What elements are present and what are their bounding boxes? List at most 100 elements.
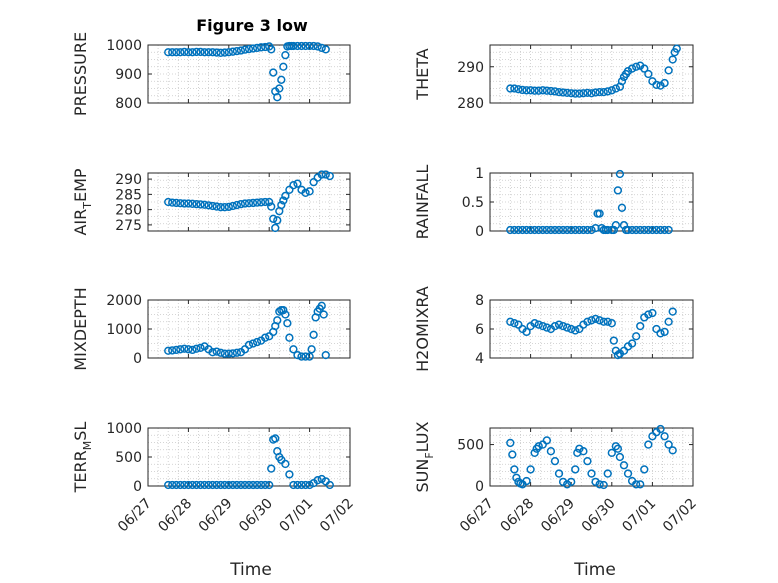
x-tick-label: 06/28 — [498, 496, 538, 536]
data-point — [244, 340, 254, 350]
data-point — [208, 48, 217, 57]
data-point — [648, 308, 657, 318]
data-point — [632, 332, 641, 341]
data-point — [277, 75, 286, 84]
y-axis-label: AIRTEMP — [71, 168, 94, 235]
subplot-4: 0 0.5 1 RAINFALL — [413, 165, 694, 240]
data-point — [212, 347, 221, 356]
data-point — [554, 87, 564, 97]
data-point — [623, 225, 633, 235]
data-point — [176, 199, 185, 208]
data-point — [599, 87, 608, 97]
data-point — [261, 197, 270, 207]
data-point — [644, 310, 653, 319]
data-point — [640, 225, 649, 235]
y-axis-label: PRESSURE — [71, 32, 90, 116]
y-tick-label: 0.5 — [462, 195, 484, 211]
data-point — [609, 336, 618, 345]
data-point — [558, 321, 568, 331]
data-point — [632, 480, 641, 489]
data-point — [180, 344, 189, 353]
data-point — [652, 225, 661, 235]
data-point — [188, 345, 197, 355]
data-point — [510, 84, 519, 93]
data-point — [248, 44, 258, 53]
x-tick-label: 06/28 — [155, 496, 195, 536]
data-point — [180, 47, 189, 57]
data-point — [538, 321, 547, 331]
data-point — [668, 446, 677, 455]
data-point — [571, 225, 580, 235]
data-point — [660, 432, 669, 441]
data-point — [510, 465, 519, 474]
data-point — [240, 480, 250, 490]
data-point — [220, 349, 229, 358]
data-point — [579, 225, 588, 235]
y-tick-label: 800 — [115, 96, 142, 112]
data-point — [224, 202, 233, 212]
x-tick-label: 07/02 — [317, 496, 357, 536]
data-point — [297, 480, 306, 490]
data-point — [583, 317, 592, 326]
data-point — [220, 480, 229, 490]
x-tick-label: 06/27 — [457, 496, 497, 536]
data-point — [550, 321, 560, 331]
data-point — [660, 78, 669, 88]
data-point — [200, 48, 209, 57]
data-point — [228, 47, 237, 56]
data-point — [188, 480, 197, 490]
data-point — [640, 64, 649, 73]
data-point — [321, 170, 330, 179]
data-point — [579, 447, 588, 456]
data-point — [172, 345, 181, 355]
data-point — [309, 178, 318, 187]
data-point — [309, 41, 318, 51]
data-point — [627, 225, 637, 235]
data-point — [522, 225, 531, 235]
data-point — [652, 324, 661, 334]
data-point — [546, 447, 556, 456]
data-point — [164, 346, 173, 355]
data-point — [208, 480, 217, 490]
data-point — [236, 46, 246, 55]
data-point — [236, 480, 246, 490]
data-point — [321, 350, 330, 360]
y-tick-label: 290 — [457, 60, 484, 76]
data-point — [168, 48, 177, 57]
y-tick-label: 2000 — [106, 293, 142, 309]
data-point — [220, 48, 229, 57]
data-point — [176, 345, 185, 354]
data-point — [168, 198, 177, 207]
data-point — [512, 473, 521, 482]
data-point — [644, 225, 653, 235]
subplot-5: 0 1000 2000 MIXDEPTH — [71, 287, 351, 371]
data-point — [603, 87, 612, 96]
data-point — [192, 344, 201, 353]
data-point — [518, 85, 527, 95]
data-point — [595, 209, 604, 218]
data-point — [216, 480, 225, 490]
data-point — [567, 225, 576, 235]
data-point — [176, 48, 185, 57]
data-point — [615, 169, 625, 179]
data-point — [664, 440, 673, 449]
data-point — [611, 221, 621, 230]
data-point — [248, 339, 258, 348]
data-point — [188, 48, 197, 57]
data-point — [542, 436, 551, 445]
x-tick-label: 07/01 — [619, 496, 659, 536]
data-point — [269, 214, 278, 223]
data-point — [301, 480, 310, 490]
data-point — [200, 200, 209, 209]
data-point — [619, 461, 629, 470]
data-point — [256, 198, 266, 207]
data-point — [609, 225, 618, 235]
data-point — [281, 51, 290, 60]
data-point — [256, 480, 266, 490]
data-point — [623, 469, 633, 478]
data-point — [591, 88, 600, 97]
data-point — [204, 48, 213, 57]
x-axis-label-left: Time — [229, 560, 272, 580]
data-point — [289, 480, 298, 490]
data-point — [558, 225, 568, 235]
